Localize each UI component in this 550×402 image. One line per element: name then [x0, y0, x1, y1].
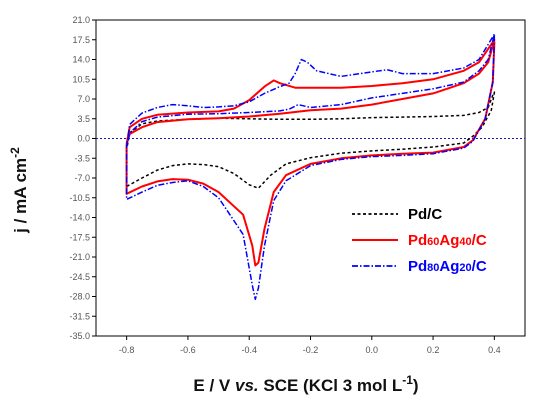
plot-area: 21.0 17.5 14.0 10.5 7.0 3.5 0.0 -3.5 -7.0 -10.5 -1… [69, 15, 526, 355]
y-tick-label: -35.0 [69, 331, 90, 341]
y-tick-label: -28.0 [69, 292, 90, 302]
plot-frame [95, 19, 526, 337]
y-tick-label: 14.0 [72, 55, 90, 65]
legend-label-1: Pd/C [408, 206, 442, 223]
series-line-2-branch-1 [125, 38, 496, 145]
x-tick-label: 0.4 [488, 345, 501, 355]
series-line-1-branch-1 [125, 91, 496, 189]
y-axis-label: j / mA cm-2 [8, 147, 30, 234]
y-tick-label: 10.5 [72, 74, 90, 84]
x-tick-label: -0.8 [119, 345, 135, 355]
series-line-3-branch-1 [125, 33, 496, 148]
y-tick-label: -31.5 [69, 311, 90, 321]
legend-label-2: Pd60Ag40/C [408, 232, 487, 249]
y-tick-label: -24.5 [69, 272, 90, 282]
x-tick-label: -0.4 [241, 345, 257, 355]
y-tick-label: 0.0 [77, 134, 90, 144]
y-tick-label: 17.5 [72, 35, 90, 45]
y-tick-label: 7.0 [77, 94, 90, 104]
y-tick-label: -3.5 [74, 153, 90, 163]
x-tick-label: 0.2 [427, 345, 440, 355]
y-tick-label: -10.5 [69, 193, 90, 203]
series-line-3-branch-2 [125, 35, 496, 301]
series-line-2-branch-2 [125, 41, 496, 267]
y-tick-label: -21.0 [69, 252, 90, 262]
x-tick-label: -0.2 [303, 345, 319, 355]
series-layer [125, 33, 496, 301]
y-tick-label: -14.0 [69, 213, 90, 223]
x-axis-label: E / V vs. SCE (KCl 3 mol L-1) [193, 373, 418, 395]
x-tick-label: 0.0 [366, 345, 379, 355]
y-tick-label: -7.0 [74, 173, 90, 183]
legend: Pd/C Pd60Ag40/C Pd80Ag20/C [352, 206, 487, 275]
axis-ticks: 21.0 17.5 14.0 10.5 7.0 3.5 0.0 -3.5 -7.0 -10.5 -1… [69, 15, 500, 355]
legend-label-3: Pd80Ag20/C [408, 258, 487, 275]
y-tick-label: 21.0 [72, 15, 90, 25]
x-tick-label: -0.6 [180, 345, 196, 355]
y-tick-label: -17.5 [69, 232, 90, 242]
y-tick-label: 3.5 [77, 114, 90, 124]
